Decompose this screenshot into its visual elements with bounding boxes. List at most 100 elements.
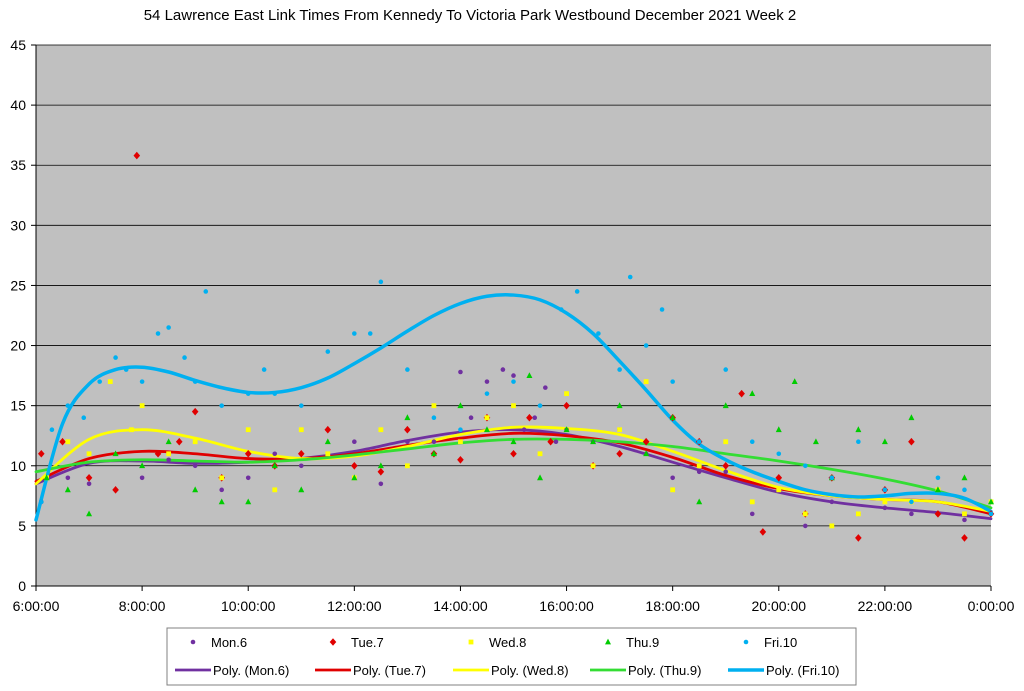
data-point [192,463,198,469]
data-point [245,498,252,505]
data-point [749,390,756,397]
data-point [909,511,914,517]
data-point [431,439,437,445]
data-point [759,528,767,536]
data-point [123,367,129,372]
data-point [377,462,384,469]
data-point [155,331,161,336]
data-point [908,437,915,446]
data-point [191,407,199,416]
data-point [325,349,331,354]
data-point [617,367,622,372]
data-point [590,463,596,469]
legend-label: Thu.9 [626,635,659,650]
data-point [139,379,145,384]
legend-label: Poly. (Fri.10) [766,663,839,678]
data-point [564,391,569,397]
data-point [882,487,888,493]
data-point [510,449,517,458]
x-tick-label: 18:00:00 [645,598,700,614]
data-point [696,439,702,445]
x-tick-label: 20:00:00 [752,598,807,614]
data-point [510,438,517,445]
data-point [49,427,55,433]
legend-label: Poly. (Tue.7) [353,663,426,678]
data-point [219,487,224,493]
data-point [962,487,967,493]
data-point [112,450,119,457]
data-point [484,415,490,421]
data-point [245,475,251,481]
data-point [696,498,703,505]
data-point [298,403,304,408]
data-point [65,439,71,445]
data-point [245,427,251,433]
data-points [38,151,995,542]
data-point [526,372,533,379]
data-point [670,487,676,493]
axes: 0 5 10 15 20 25 30 35 40 45 6:00:00 8:00:00 10:00:00… [10,37,1014,614]
data-point [934,510,942,518]
data-point [38,449,45,458]
data-point [378,481,384,487]
data-point [325,451,331,457]
data-point [458,369,463,375]
x-tick-label: 6:00:00 [13,598,60,614]
data-point [553,439,559,445]
data-point [803,523,808,529]
y-tick-label: 25 [10,277,26,293]
data-point [86,481,92,487]
data-point [468,415,474,420]
data-point [431,415,437,420]
y-tick-label: 0 [18,578,26,594]
data-point [86,451,92,457]
chart-title: 54 Lawrence East Link Times From Kennedy… [144,7,797,24]
y-tick-label: 20 [10,338,26,354]
legend-marker [605,638,611,645]
data-point [855,534,862,542]
data-point [351,474,358,481]
data-point [97,379,102,384]
data-point [203,289,209,294]
data-point [218,498,225,505]
data-point [776,487,782,493]
x-tick-label: 16:00:00 [539,598,594,614]
data-point [298,486,305,493]
data-point [829,475,835,481]
data-point [192,439,198,445]
data-point [803,463,808,469]
data-point [39,499,44,505]
data-point [139,462,146,469]
data-point [723,367,729,372]
data-point [133,151,141,160]
legend-label: Poly. (Wed.8) [491,663,569,678]
data-point [856,439,861,445]
data-point [855,511,861,517]
data-point [511,403,516,409]
data-point [484,379,490,384]
data-point [139,403,145,409]
data-point [59,437,66,446]
data-point [192,486,199,493]
y-tick-label: 40 [10,97,26,113]
data-point [909,499,914,505]
data-point [574,289,580,294]
x-tick-label: 8:00:00 [119,598,166,614]
data-point [192,379,198,384]
data-point [112,486,119,494]
data-point [500,367,506,372]
data-point [696,469,702,475]
data-point [86,510,93,517]
data-point [723,469,729,475]
data-point [404,414,411,421]
data-point [617,427,623,433]
data-point [962,511,967,517]
data-point [271,462,278,469]
x-tick-label: 10:00:00 [221,598,276,614]
y-tick-label: 15 [10,398,26,414]
data-point [643,343,649,348]
data-point [298,463,304,469]
legend-label: Tue.7 [351,635,384,650]
data-point [988,498,994,505]
data-point [154,449,162,458]
